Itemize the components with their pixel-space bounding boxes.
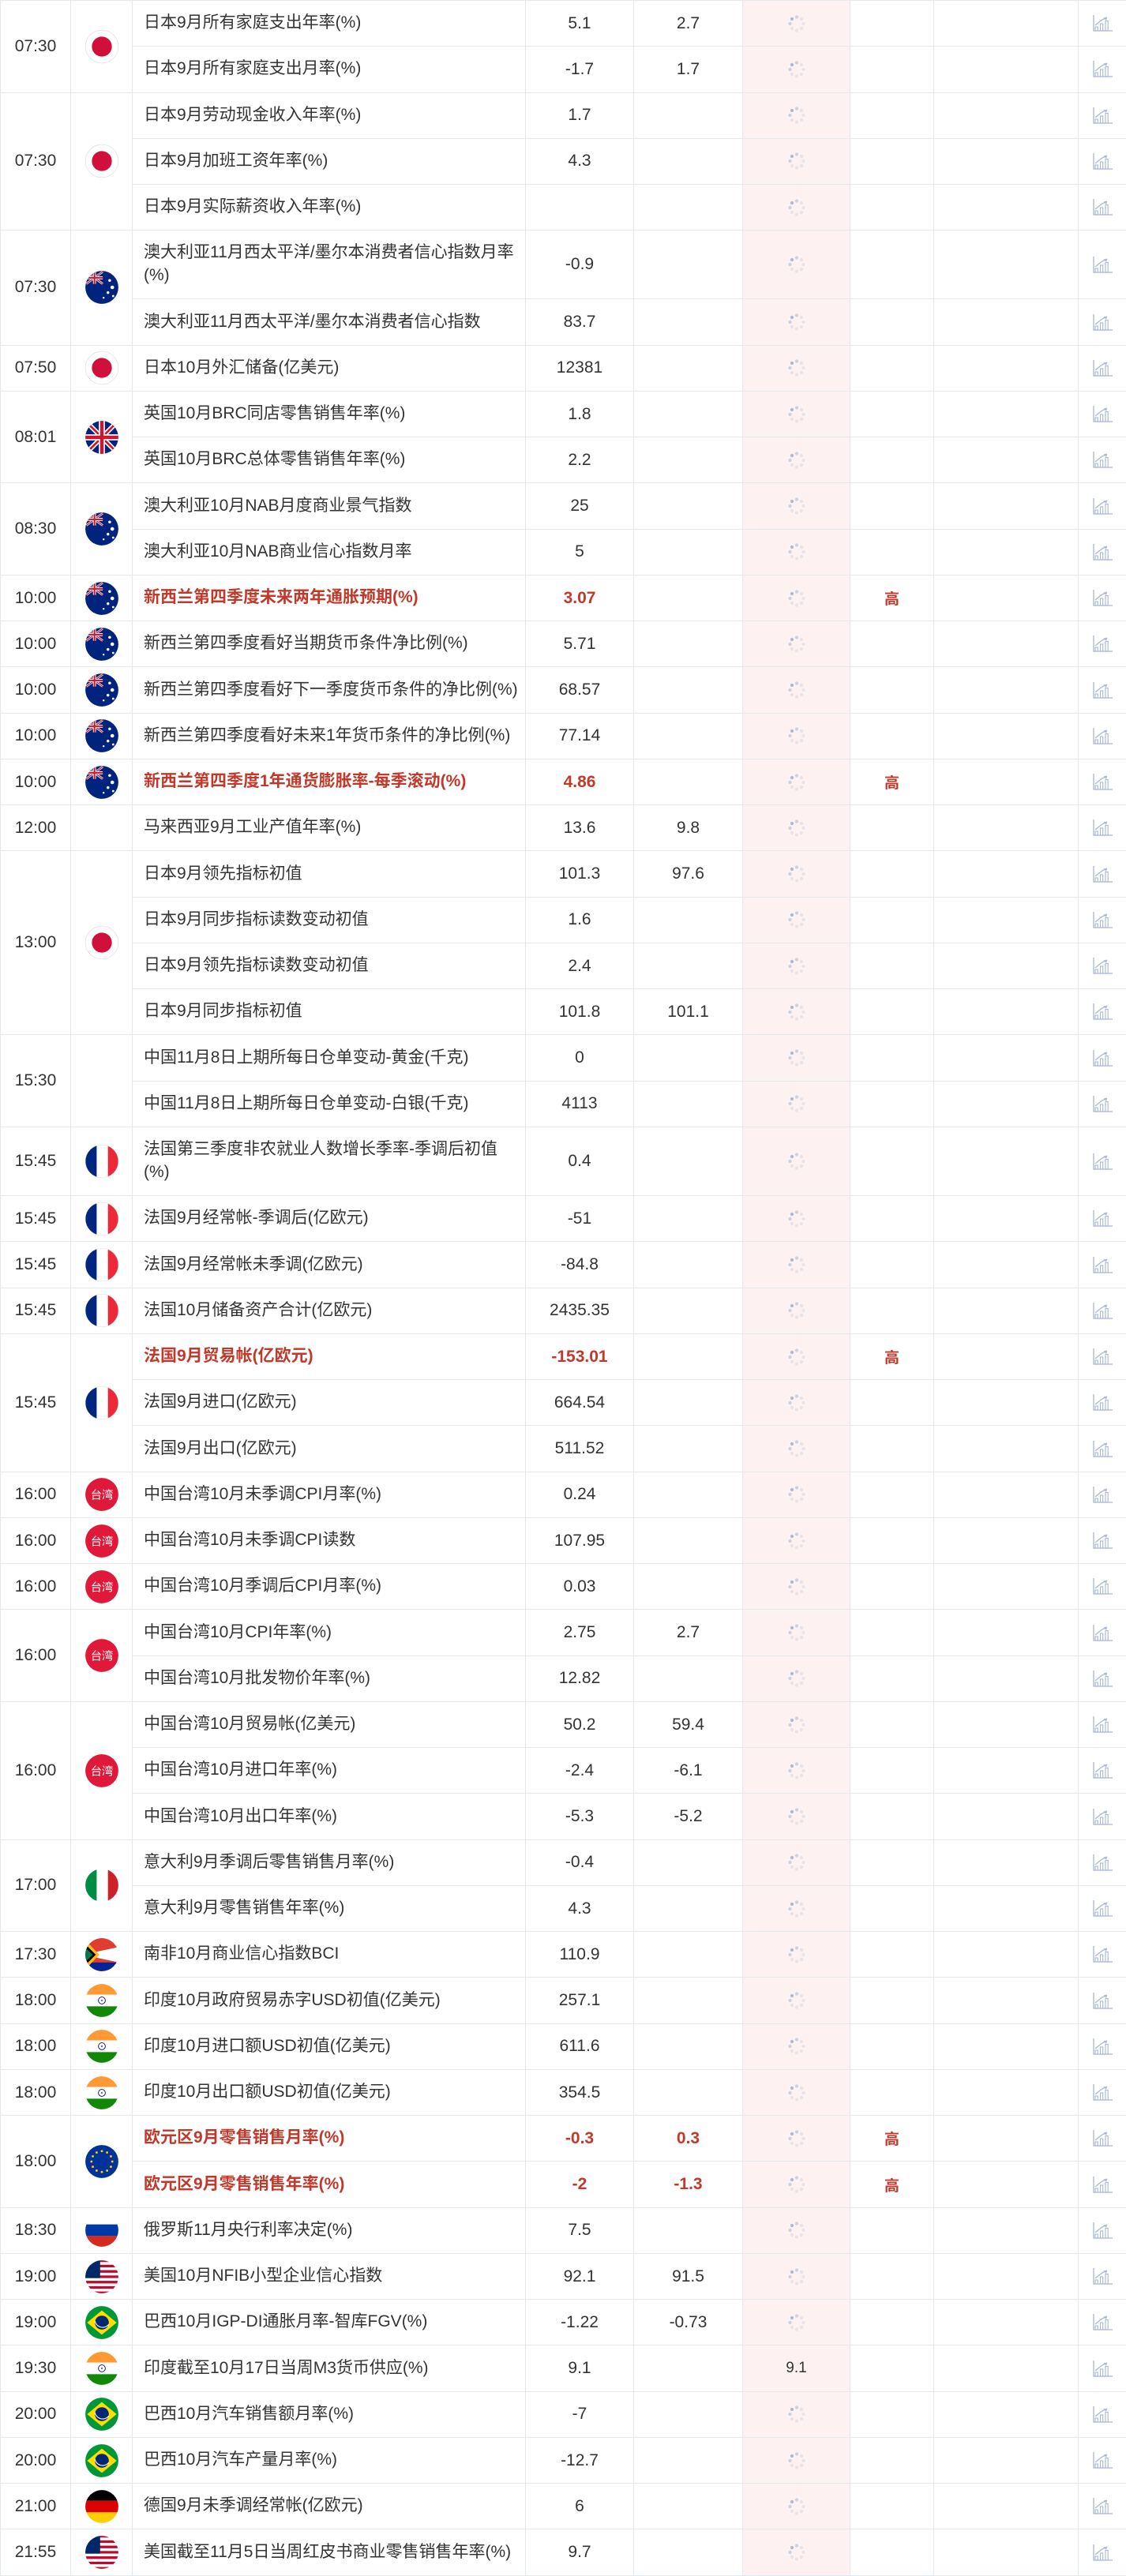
- svg-text:台湾: 台湾: [90, 1578, 113, 1595]
- svg-text:台湾: 台湾: [90, 1487, 113, 1503]
- svg-text:台湾: 台湾: [90, 1532, 113, 1549]
- svg-text:台湾: 台湾: [90, 1762, 113, 1779]
- svg-text:台湾: 台湾: [90, 1648, 113, 1664]
